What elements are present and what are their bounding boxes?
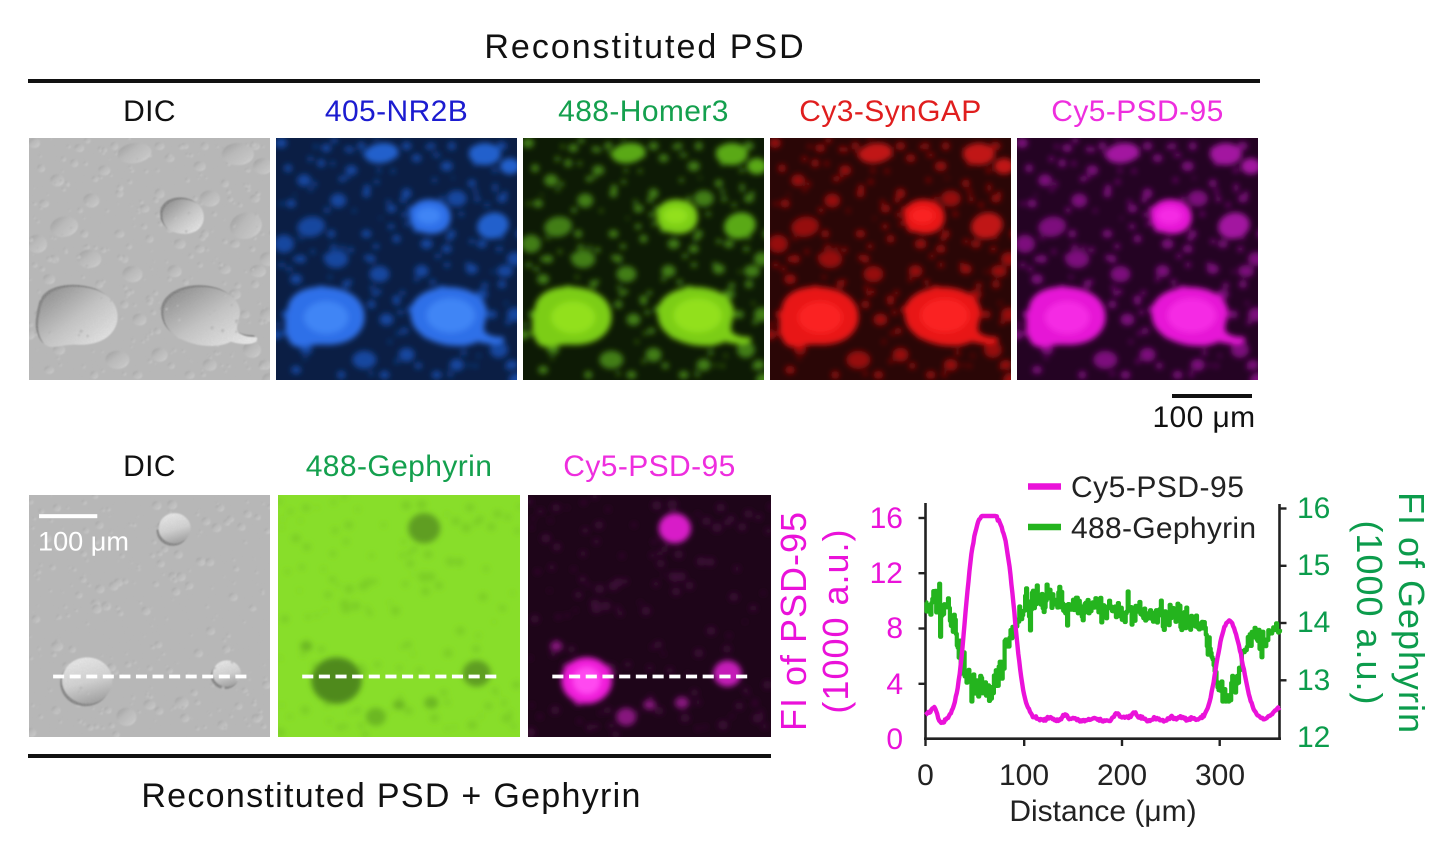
svg-text:Distance (μm): Distance (μm): [1009, 795, 1196, 828]
svg-text:100 μm: 100 μm: [38, 525, 129, 556]
svg-text:Cy5-PSD-95: Cy5-PSD-95: [1071, 471, 1244, 504]
svg-text:300: 300: [1195, 759, 1245, 792]
svg-text:15: 15: [1297, 549, 1330, 582]
svg-text:0: 0: [886, 723, 903, 756]
svg-text:14: 14: [1297, 606, 1330, 639]
svg-text:0: 0: [917, 759, 934, 792]
svg-text:100: 100: [999, 759, 1049, 792]
svg-text:4: 4: [886, 668, 903, 701]
svg-text:488-Gephyrin: 488-Gephyrin: [1071, 512, 1256, 545]
svg-text:8: 8: [886, 612, 903, 645]
svg-text:13: 13: [1297, 664, 1330, 697]
svg-text:12: 12: [870, 557, 903, 590]
svg-text:FI of Gephyrin: FI of Gephyrin: [1391, 492, 1432, 734]
svg-text:16: 16: [870, 502, 903, 535]
svg-text:FI of PSD-95: FI of PSD-95: [780, 511, 814, 731]
svg-text:200: 200: [1097, 759, 1147, 792]
svg-text:12: 12: [1297, 721, 1330, 754]
svg-text:(1000 a.u.): (1000 a.u.): [1349, 520, 1390, 705]
svg-text:(1000 a.u.): (1000 a.u.): [815, 528, 856, 713]
svg-text:16: 16: [1297, 492, 1330, 525]
